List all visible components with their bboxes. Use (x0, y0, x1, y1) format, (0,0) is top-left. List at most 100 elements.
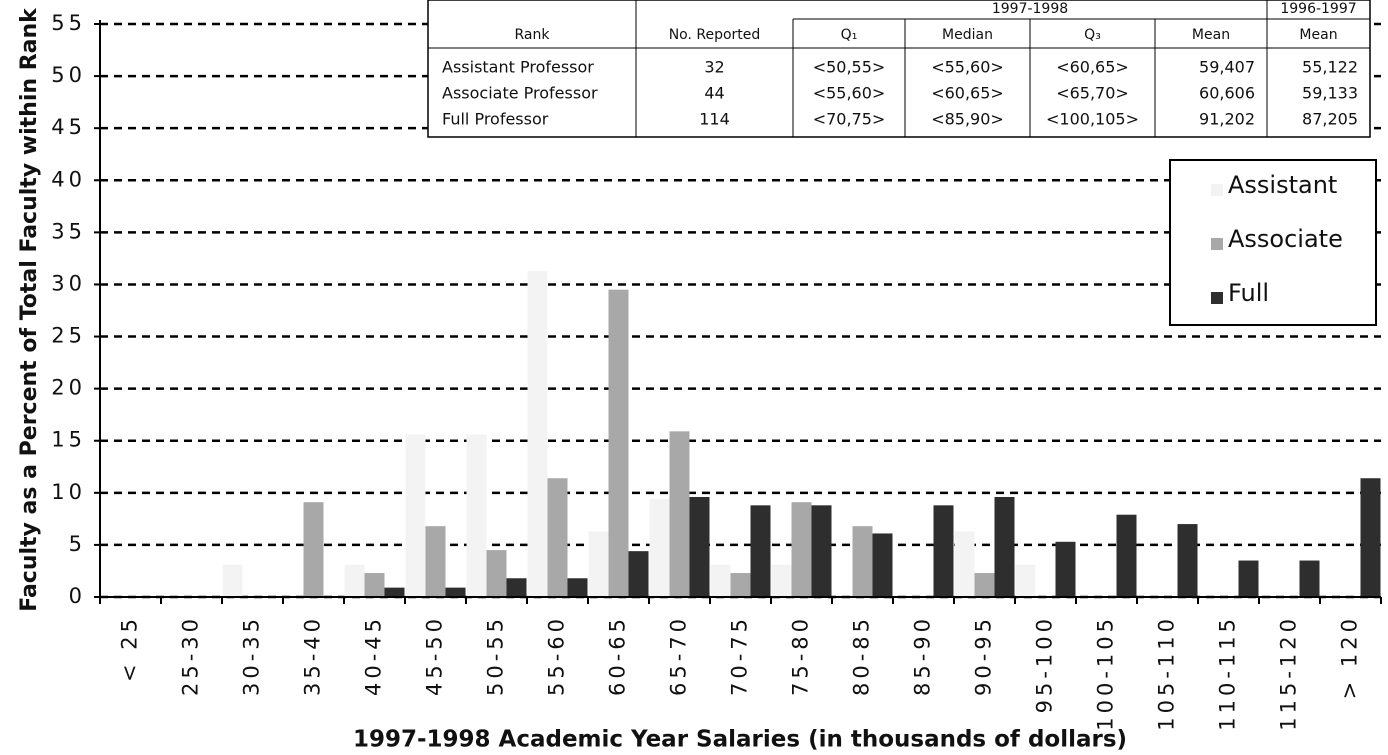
x-tick-label: 40-45 (362, 615, 386, 696)
bar (649, 499, 670, 597)
bar (974, 573, 995, 597)
legend-label: Associate (1228, 225, 1343, 253)
table-bg (427, 0, 1371, 138)
table-cell: 59,407 (1199, 58, 1255, 77)
bar (771, 564, 792, 597)
bar (506, 578, 527, 597)
bar (791, 502, 812, 597)
table-group-header: 1996-1997 (1280, 1, 1356, 17)
table-cell: <55,60> (931, 58, 1004, 77)
x-tick-label: 35-40 (301, 615, 325, 696)
table-cell: <55,60> (813, 84, 886, 103)
legend-swatch (1211, 184, 1223, 196)
bar (1299, 560, 1320, 597)
table-cell: <70,75> (813, 110, 886, 129)
x-tick-label: 25-30 (179, 615, 203, 696)
y-tick-label: 0 (69, 584, 86, 608)
x-tick-label: 90-95 (972, 615, 996, 696)
x-tick-label: 110-115 (1216, 615, 1240, 731)
table-cell: 91,202 (1199, 110, 1255, 129)
y-axis-label: Faculty as a Percent of Total Faculty wi… (17, 7, 42, 612)
bar (344, 564, 365, 597)
x-tick-label: 95-100 (1033, 615, 1057, 713)
y-tick-label: 10 (51, 480, 86, 504)
table-column-header: Q₃ (1084, 27, 1101, 43)
bar (445, 587, 466, 597)
table-cell: Assistant Professor (442, 58, 594, 77)
bar (222, 564, 243, 597)
bar (425, 526, 446, 597)
legend-swatch (1211, 238, 1223, 250)
table-cell: Associate Professor (442, 84, 598, 103)
table-cell: Full Professor (442, 110, 549, 129)
x-tick-label: 80-85 (850, 615, 874, 696)
bar (933, 505, 954, 597)
bar (689, 496, 710, 597)
bar (1015, 564, 1036, 597)
table-column-header: Q₁ (841, 27, 858, 43)
x-tick-label: 65-70 (667, 615, 691, 696)
bar (750, 505, 771, 597)
bar (486, 550, 507, 597)
y-tick-label: 40 (51, 167, 86, 191)
bar (1116, 514, 1137, 597)
bar (710, 564, 731, 597)
bar (588, 531, 609, 597)
table-column-header: Mean (1192, 27, 1230, 43)
x-tick-label: > 120 (1338, 615, 1362, 699)
y-tick-label: 5 (69, 532, 86, 556)
x-axis-label: 1997-1998 Academic Year Salaries (in tho… (353, 727, 1127, 753)
x-tick-label: 115-120 (1277, 615, 1301, 731)
table-column-header: Median (942, 27, 993, 43)
table-cell: <100,105> (1046, 110, 1139, 129)
table-cell: 60,606 (1199, 84, 1255, 103)
bar (303, 502, 324, 597)
x-tick-label: 50-55 (484, 615, 508, 696)
x-tick-label: 75-80 (789, 615, 813, 696)
table-cell: 87,205 (1302, 110, 1358, 129)
table-cell: <85,90> (931, 110, 1004, 129)
table-cell: <60,65> (1056, 58, 1129, 77)
bar (466, 434, 487, 597)
x-tick-label: 85-90 (911, 615, 935, 696)
y-tick-label: 35 (51, 219, 86, 243)
x-tick-label: 60-65 (606, 615, 630, 696)
table-cell: 44 (704, 84, 724, 103)
table-cell: <65,70> (1056, 84, 1129, 103)
bar (852, 526, 873, 597)
bar (1238, 560, 1259, 597)
bar (364, 573, 385, 597)
y-tick-label: 45 (51, 115, 86, 139)
bar (811, 505, 832, 597)
bar (384, 587, 405, 597)
y-tick-label: 55 (51, 11, 86, 35)
x-tick-label: < 25 (118, 615, 142, 682)
bar (994, 496, 1015, 597)
x-tick-label: 105-110 (1155, 615, 1179, 731)
y-tick-label: 15 (51, 428, 86, 452)
bar (405, 434, 426, 597)
table-column-header: Rank (515, 27, 551, 43)
bar (628, 551, 649, 597)
legend-box (1169, 159, 1377, 326)
x-tick-label: 100-105 (1094, 615, 1118, 731)
bar (730, 573, 751, 597)
bar (1360, 478, 1381, 597)
table-column-header: No. Reported (669, 27, 761, 43)
y-tick-label: 20 (51, 376, 86, 400)
y-tick-label: 30 (51, 271, 86, 295)
y-tick-label: 50 (51, 63, 86, 87)
table-group-header: 1997-1998 (992, 1, 1068, 17)
x-tick-label: 30-35 (240, 615, 264, 696)
bar (567, 578, 588, 597)
legend-label: Assistant (1228, 171, 1337, 199)
bar (954, 531, 975, 597)
table-column-header: Mean (1299, 27, 1337, 43)
table-cell: 114 (699, 110, 730, 129)
table-cell: <50,55> (813, 58, 886, 77)
legend-label: Full (1228, 279, 1269, 307)
x-tick-label: 45-50 (423, 615, 447, 696)
legend-swatch (1211, 292, 1223, 304)
